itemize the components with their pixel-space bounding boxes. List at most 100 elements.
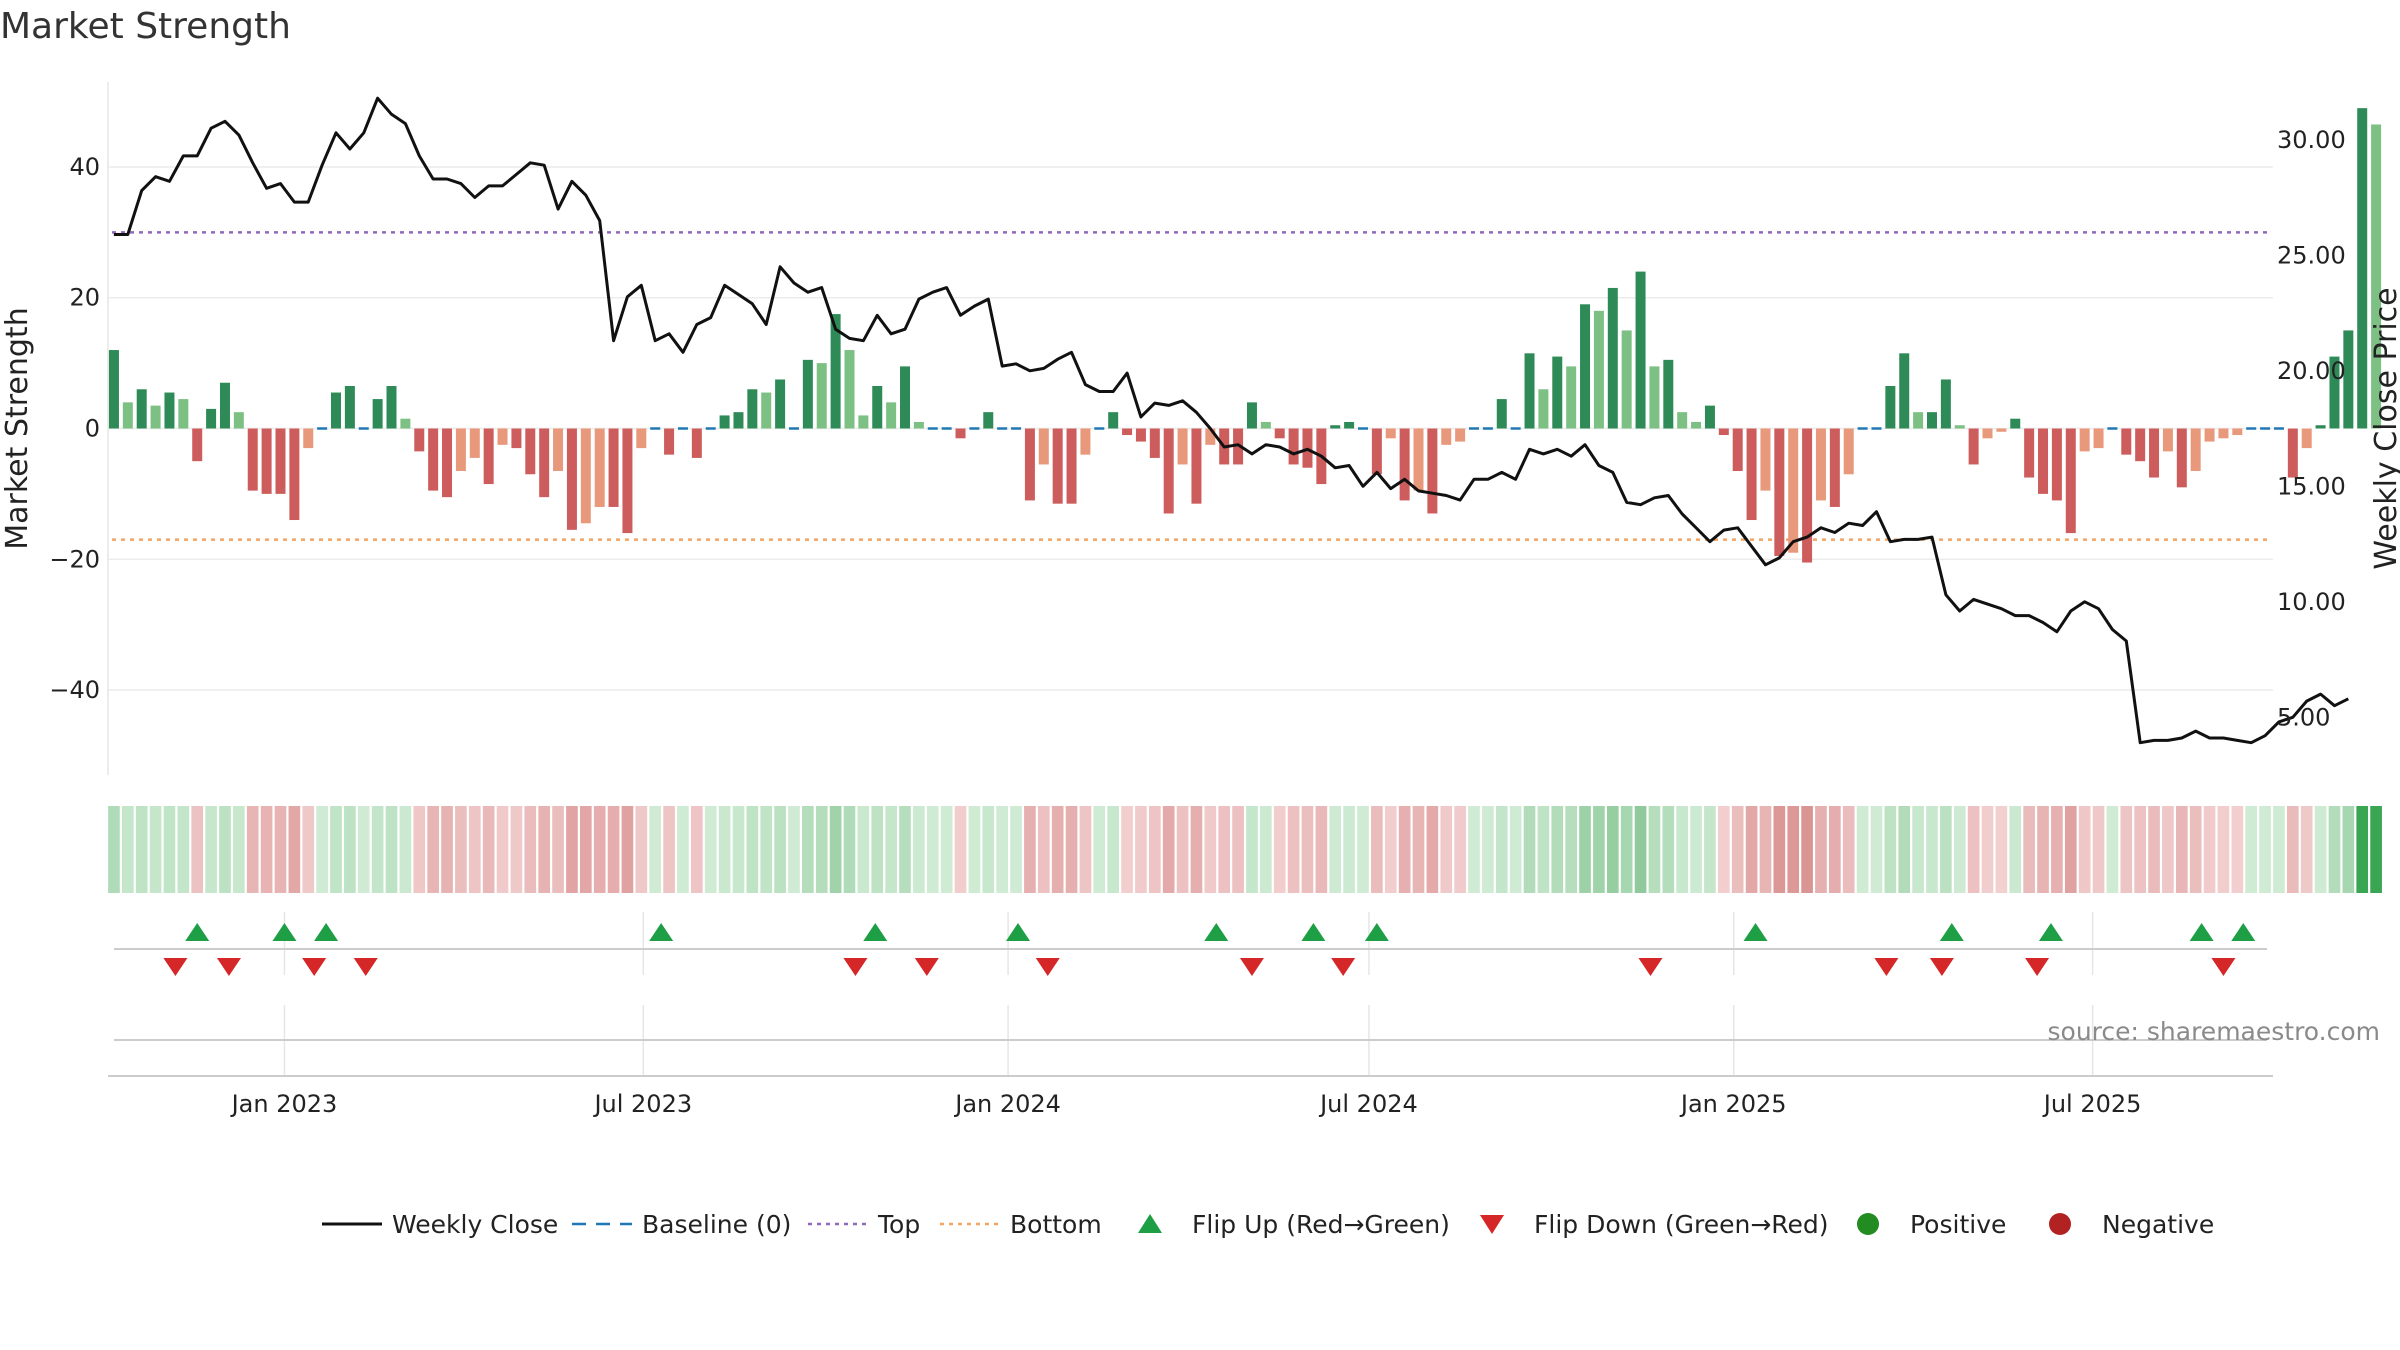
heat-cell — [607, 806, 620, 893]
strength-bar — [1122, 428, 1133, 436]
heat-cell — [427, 806, 439, 893]
heat-cell — [149, 806, 162, 893]
heat-cell — [1051, 806, 1064, 893]
heat-cell — [385, 806, 398, 893]
heat-cell — [1634, 806, 1647, 893]
strength-bar — [1177, 428, 1188, 465]
strength-bar — [2371, 124, 2382, 429]
heat-cell — [913, 806, 925, 893]
y-tick-label: 0 — [85, 415, 100, 443]
heat-cell — [482, 806, 495, 893]
strength-bar — [2329, 356, 2340, 429]
heat-cell — [2245, 806, 2258, 893]
strength-bar — [2218, 428, 2229, 439]
heat-cell — [2175, 806, 2188, 893]
legend-label: Weekly Close — [392, 1210, 558, 1239]
strength-bar — [1385, 428, 1396, 439]
heat-cell — [760, 806, 773, 893]
chart-title: Market Strength — [0, 6, 291, 47]
strength-bar — [1524, 353, 1535, 429]
strength-bar — [261, 428, 272, 494]
flip-markers — [114, 923, 2267, 976]
heat-cell — [885, 806, 897, 893]
heat-cell — [2203, 806, 2216, 893]
strength-bar — [1704, 405, 1715, 429]
heat-cell — [205, 806, 217, 893]
heat-cell — [2106, 806, 2119, 893]
strength-bar — [1580, 304, 1591, 429]
heat-cell — [566, 806, 578, 893]
heat-cell — [357, 806, 370, 893]
strength-bar — [775, 379, 786, 429]
heat-cell — [496, 806, 509, 893]
flip-down-marker — [1239, 958, 1264, 976]
flip-down-marker — [1331, 958, 1356, 976]
legend-item: Flip Down (Green→Red) — [1480, 1210, 1829, 1239]
strength-bar — [1788, 428, 1799, 553]
heat-cell — [316, 806, 328, 893]
heat-cell — [579, 806, 592, 893]
heat-cell — [829, 806, 842, 893]
strength-bar — [1038, 428, 1049, 465]
strength-bar — [1774, 428, 1785, 556]
heat-cell — [1523, 806, 1536, 893]
heat-cell — [1384, 806, 1397, 893]
heat-cell — [1079, 806, 1092, 893]
strength-bar — [386, 386, 397, 429]
flip-up-marker — [1204, 923, 1229, 941]
heat-cell — [1676, 806, 1689, 893]
heat-cell — [121, 806, 134, 893]
heat-cell — [2259, 806, 2271, 893]
strength-bar — [1815, 428, 1826, 501]
heat-cell — [1371, 806, 1383, 893]
heat-cell — [663, 806, 675, 893]
flip-down-marker — [163, 958, 188, 976]
strength-bar — [442, 428, 453, 498]
heat-cell — [510, 806, 523, 893]
heat-cell — [621, 806, 634, 893]
strength-bar — [1344, 421, 1355, 429]
heat-cell — [815, 806, 828, 893]
legend-item: Positive — [1857, 1210, 2006, 1239]
strength-bar — [1732, 428, 1743, 471]
heat-cell — [940, 806, 953, 893]
flip-down-marker — [843, 958, 868, 976]
flip-up-marker — [272, 923, 297, 941]
strength-bar — [289, 428, 300, 521]
heat-cell — [330, 806, 342, 893]
heat-cell — [2148, 806, 2160, 893]
flip-down-marker — [914, 958, 939, 976]
strength-bar — [983, 412, 994, 429]
heat-cell — [163, 806, 176, 893]
strength-bar — [483, 428, 494, 485]
strength-bar — [1940, 379, 1951, 429]
x-tick-label: Jul 2024 — [1318, 1090, 1418, 1118]
legend-swatch — [2049, 1213, 2071, 1235]
strength-bar — [1455, 428, 1466, 442]
strength-bar — [2149, 428, 2160, 478]
heat-cell — [1065, 806, 1078, 893]
heat-cell — [302, 806, 315, 893]
strength-bar — [1621, 330, 1632, 429]
strength-bar — [553, 428, 564, 471]
heat-cell — [2286, 806, 2299, 893]
heat-cell — [2342, 806, 2355, 893]
y-tick-label: −40 — [49, 676, 100, 704]
legend: Weekly Close Baseline (0) Top Bottom Flip Up… — [322, 1210, 2214, 1239]
flip-up-marker — [185, 923, 210, 941]
heat-cell — [677, 806, 689, 893]
legend-swatch — [1138, 1214, 1162, 1233]
strength-bar — [2232, 428, 2243, 436]
heat-cell — [1162, 806, 1175, 893]
y2-tick-label: 15.00 — [2277, 472, 2346, 500]
heat-cell — [177, 806, 190, 893]
strength-bar — [1538, 389, 1549, 429]
heat-cell — [1690, 806, 1702, 893]
heat-cell — [1898, 806, 1911, 893]
flip-up-marker — [2231, 923, 2256, 941]
heat-cell — [1731, 806, 1744, 893]
heat-cell — [233, 806, 245, 893]
strength-bar — [1566, 366, 1577, 429]
strength-bar — [2024, 428, 2035, 478]
